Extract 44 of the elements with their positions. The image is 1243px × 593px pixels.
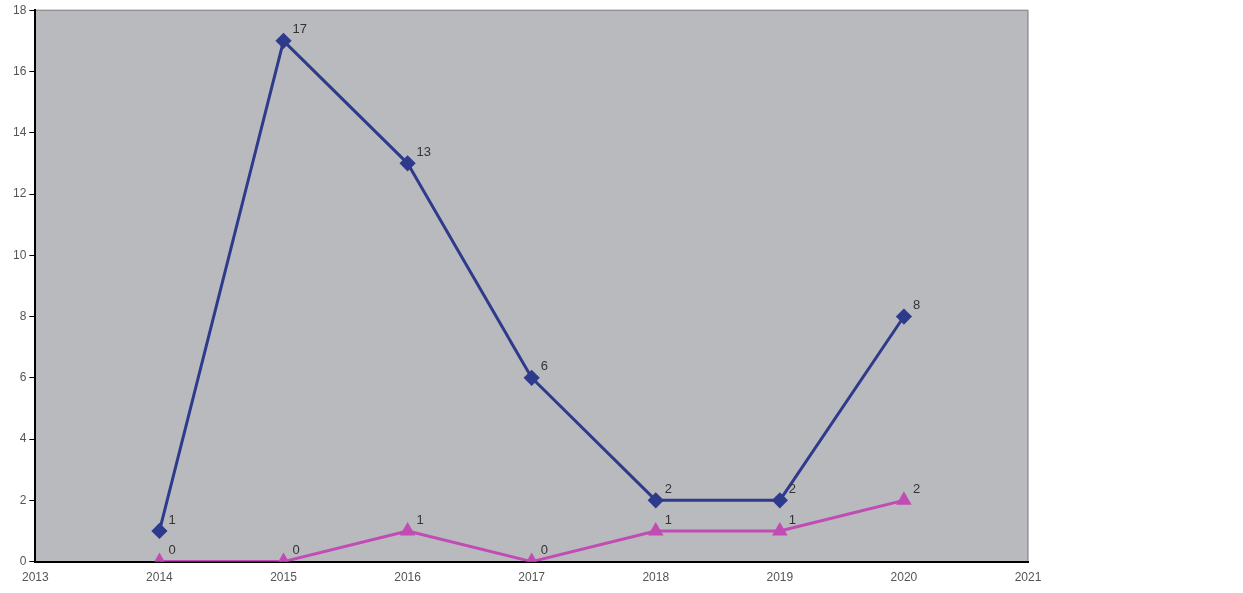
data-label: 2 xyxy=(912,480,921,496)
y-tick-label: 16 xyxy=(12,63,27,78)
point xyxy=(649,523,663,536)
data-label: 0 xyxy=(540,542,548,558)
data-label: 0 xyxy=(168,542,176,558)
y-tick-label: 0 xyxy=(19,553,27,568)
x-tick-label: 2021 xyxy=(1014,570,1042,585)
point xyxy=(276,33,292,49)
data-label: 1 xyxy=(416,511,424,527)
point xyxy=(400,155,416,171)
data-label: 1 xyxy=(664,511,672,527)
data-label: 1 xyxy=(168,511,176,527)
y-tick-label: 18 xyxy=(12,2,27,17)
point xyxy=(151,523,167,539)
x-tick-label: 2019 xyxy=(766,570,794,585)
y-tick-label: 4 xyxy=(19,431,27,446)
point xyxy=(400,523,415,536)
point xyxy=(773,523,787,536)
y-tick-label: 10 xyxy=(12,247,27,262)
data-label: 2 xyxy=(664,480,672,496)
point xyxy=(772,492,788,508)
data-label: 1 xyxy=(788,511,797,527)
data-label: 13 xyxy=(416,143,432,159)
data-label: 6 xyxy=(540,358,548,374)
x-tick-label: 2017 xyxy=(518,570,546,585)
x-tick-label: 2016 xyxy=(394,570,422,585)
point xyxy=(524,370,540,386)
y-tick-label: 8 xyxy=(19,308,27,323)
data-label: 17 xyxy=(292,21,307,37)
x-tick-label: 2018 xyxy=(642,570,670,585)
x-tick-label: 2015 xyxy=(270,570,298,585)
x-tick-label: 2020 xyxy=(890,570,918,585)
y-tick-label: 2 xyxy=(19,492,27,507)
x-tick-label: 2013 xyxy=(22,570,50,585)
x-tick-label: 2014 xyxy=(146,570,174,585)
y-tick-label: 6 xyxy=(19,370,27,385)
y-tick-label: 12 xyxy=(12,186,27,201)
point xyxy=(648,492,664,508)
data-label: 0 xyxy=(292,542,300,558)
data-label: 2 xyxy=(788,480,797,496)
y-tick-label: 14 xyxy=(12,125,27,140)
data-label: 8 xyxy=(912,297,921,313)
point xyxy=(896,309,912,325)
point xyxy=(897,492,911,505)
